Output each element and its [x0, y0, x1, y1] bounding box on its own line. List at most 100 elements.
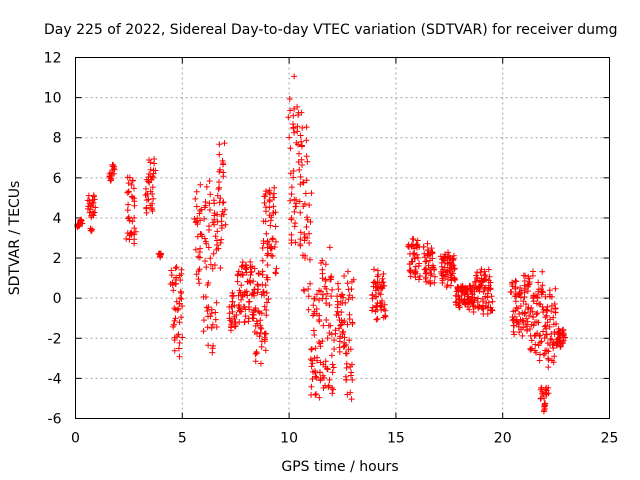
- data-point: [205, 227, 212, 234]
- data-point: [206, 177, 213, 184]
- data-point: [286, 134, 293, 141]
- data-point: [263, 330, 270, 337]
- data-point: [198, 206, 205, 213]
- data-point: [302, 252, 309, 259]
- data-point: [316, 394, 323, 401]
- y-tick-label: -6: [48, 412, 62, 428]
- data-point: [455, 293, 462, 300]
- data-point: [348, 396, 355, 403]
- data-point: [91, 209, 98, 216]
- data-point: [553, 320, 560, 327]
- data-point: [315, 297, 322, 304]
- x-tick-labels: 0 5 10 15 20 25: [71, 431, 618, 447]
- data-point: [323, 316, 330, 323]
- chart-title: Day 225 of 2022, Sidereal Day-to-day VTE…: [44, 22, 618, 38]
- data-point: [474, 299, 481, 306]
- data-point: [464, 303, 471, 310]
- data-point: [143, 209, 150, 216]
- data-point: [124, 207, 131, 214]
- data-point: [332, 330, 339, 337]
- data-point: [340, 294, 347, 301]
- data-point: [313, 391, 320, 398]
- data-point: [210, 197, 217, 204]
- data-point: [336, 325, 343, 332]
- data-point: [483, 276, 490, 283]
- data-point: [214, 228, 221, 235]
- data-point: [91, 196, 98, 203]
- data-point: [288, 216, 295, 223]
- data-point: [131, 198, 138, 205]
- data-point: [328, 276, 335, 283]
- data-point: [525, 281, 532, 288]
- data-point: [218, 236, 225, 243]
- data-point: [423, 278, 430, 285]
- data-point: [348, 286, 355, 293]
- data-point: [548, 336, 555, 343]
- data-point: [486, 273, 493, 280]
- data-point: [257, 324, 264, 331]
- data-point: [526, 278, 533, 285]
- data-point: [409, 235, 416, 242]
- data-point: [335, 312, 342, 319]
- data-point: [513, 278, 520, 285]
- data-point: [525, 275, 532, 282]
- data-point: [527, 346, 534, 353]
- data-point: [510, 328, 517, 335]
- data-point: [170, 323, 177, 330]
- data-point: [210, 342, 217, 349]
- data-point: [239, 293, 246, 300]
- data-point: [533, 311, 540, 318]
- data-point: [330, 386, 337, 393]
- data-point: [177, 277, 184, 284]
- data-point: [110, 170, 117, 177]
- data-point: [149, 190, 156, 197]
- data-point: [311, 295, 318, 302]
- data-point: [546, 323, 553, 330]
- y-axis-label: SDTVAR / TECUs: [7, 181, 23, 296]
- data-point: [422, 270, 429, 277]
- data-point: [452, 276, 459, 283]
- data-point: [319, 338, 326, 345]
- data-point: [176, 319, 183, 326]
- data-point: [541, 395, 548, 402]
- data-point: [216, 151, 223, 158]
- data-point: [212, 309, 219, 316]
- data-point: [258, 343, 265, 350]
- data-point: [271, 243, 278, 250]
- data-point: [524, 318, 531, 325]
- data-point: [471, 296, 478, 303]
- data-point: [321, 374, 328, 381]
- data-point: [90, 193, 97, 200]
- data-point: [304, 214, 311, 221]
- data-point: [197, 181, 204, 188]
- data-point: [543, 307, 550, 314]
- data-point: [297, 173, 304, 180]
- data-point: [298, 109, 305, 116]
- data-point: [192, 246, 199, 253]
- data-point: [212, 233, 219, 240]
- data-point: [344, 321, 351, 328]
- data-point: [129, 218, 136, 225]
- data-point: [211, 221, 218, 228]
- data-point: [341, 317, 348, 324]
- data-point: [250, 278, 257, 285]
- data-point: [442, 273, 449, 280]
- data-point: [221, 140, 228, 147]
- data-point: [270, 203, 277, 210]
- data-point: [379, 275, 386, 282]
- data-point: [298, 156, 305, 163]
- data-point: [193, 188, 200, 195]
- data-point: [545, 355, 552, 362]
- data-point: [547, 316, 554, 323]
- data-point: [535, 279, 542, 286]
- data-point: [252, 358, 259, 365]
- data-point: [377, 291, 384, 298]
- data-point: [307, 280, 314, 287]
- data-point: [220, 199, 227, 206]
- data-point: [299, 124, 306, 131]
- data-point: [84, 197, 91, 204]
- data-point: [291, 223, 298, 230]
- data-point: [179, 334, 186, 341]
- data-point: [288, 231, 295, 238]
- data-point: [236, 302, 243, 309]
